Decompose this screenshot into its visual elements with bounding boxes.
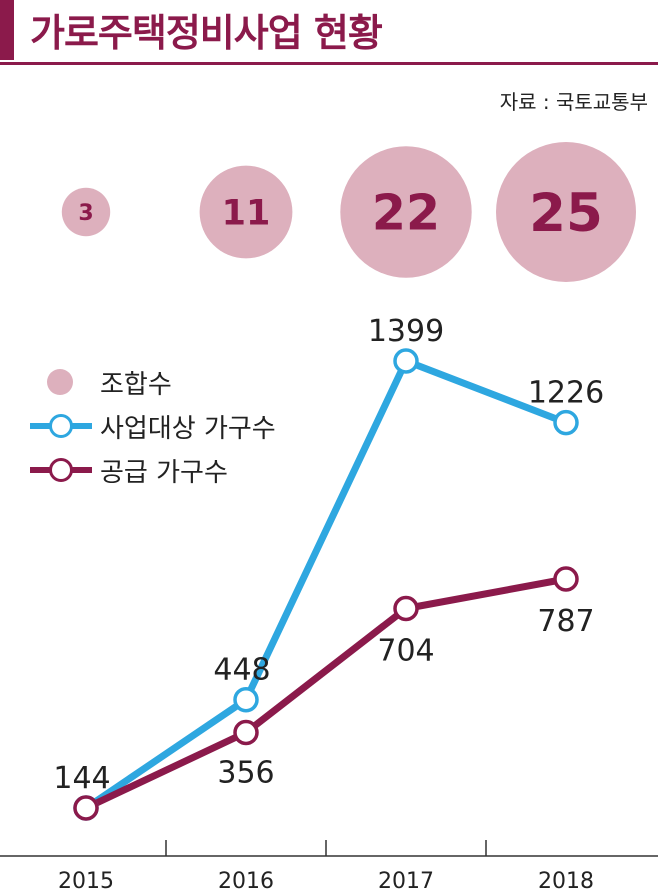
point-supply-2016 — [233, 719, 259, 746]
bubble-swatch-dot — [47, 369, 73, 395]
point-supply-2018 — [553, 566, 579, 592]
bubble-label-2016: 11 — [222, 194, 271, 234]
supply-swatch-marker — [49, 458, 73, 482]
legend-supply-swatch — [30, 455, 92, 485]
data-label-target-2016: 448 — [213, 653, 270, 688]
legend-label-bubble: 조합수 — [100, 369, 172, 400]
x-tick-label-2015: 2015 — [58, 869, 114, 892]
data-label-supply-2018: 787 — [537, 604, 594, 639]
bubble-2017 — [340, 146, 472, 278]
bubble-2018 — [496, 142, 636, 282]
point-target-2018 — [553, 409, 579, 436]
data-label-target-2015: 144 — [53, 761, 110, 796]
x-tick-label-2017: 2017 — [378, 869, 434, 892]
legend: 조합수 사업대상 가구수 공급 가구수 — [30, 360, 276, 492]
chart-title: 가로주택정비사업 현황 — [30, 11, 383, 55]
series-line-supply — [82, 575, 570, 812]
data-label-target-2018: 1226 — [528, 376, 604, 411]
title-divider — [0, 62, 658, 65]
legend-item-supply: 공급 가구수 — [30, 448, 276, 492]
data-label-target-2017: 1399 — [368, 314, 444, 349]
point-supply-2015 — [73, 795, 99, 821]
header-accent-bar — [0, 0, 14, 60]
data-label-supply-2016: 356 — [217, 755, 274, 790]
series-line-target — [82, 357, 570, 812]
legend-item-target: 사업대상 가구수 — [30, 404, 276, 448]
bubble-2016 — [199, 165, 293, 259]
point-supply-2017 — [393, 595, 419, 622]
legend-label-target: 사업대상 가구수 — [100, 413, 276, 444]
legend-bubble-swatch — [30, 367, 92, 397]
legend-label-supply: 공급 가구수 — [100, 457, 228, 488]
data-label-supply-2017: 704 — [377, 634, 434, 669]
x-tick-label-2016: 2016 — [218, 869, 274, 892]
bubble-label-2017: 22 — [372, 185, 440, 242]
legend-target-swatch — [30, 411, 92, 441]
point-target-2016 — [233, 686, 259, 713]
x-tick-label-2018: 2018 — [538, 869, 594, 892]
bubble-2015 — [61, 187, 111, 237]
point-target-2017 — [393, 348, 419, 374]
legend-item-bubble: 조합수 — [30, 360, 276, 404]
target-swatch-marker — [49, 414, 73, 438]
bubble-label-2018: 25 — [529, 183, 603, 244]
source-note: 자료 : 국토교통부 — [499, 90, 648, 114]
bubble-label-2015: 3 — [78, 201, 93, 226]
